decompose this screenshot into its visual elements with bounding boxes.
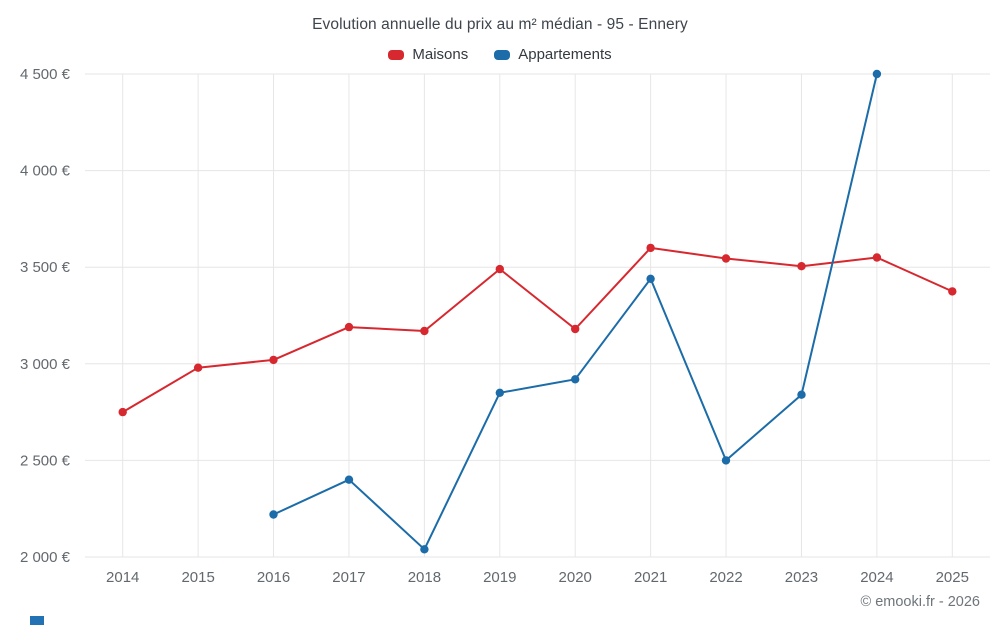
legend-label: Appartements: [518, 46, 612, 63]
data-point-maisons[interactable]: [193, 363, 203, 372]
x-tick-label: 2015: [181, 569, 214, 586]
legend-item-maisons[interactable]: Maisons: [388, 46, 468, 63]
data-point-appartements[interactable]: [571, 375, 580, 384]
data-point-maisons[interactable]: [269, 355, 278, 365]
legend-swatch: [494, 49, 511, 60]
data-point-appartements[interactable]: [872, 69, 882, 79]
series-line-maisons: [121, 246, 954, 414]
data-point-maisons[interactable]: [495, 264, 504, 274]
data-point-maisons[interactable]: [646, 243, 655, 253]
y-tick-label: 3 500 €: [20, 259, 71, 276]
data-point-maisons[interactable]: [118, 407, 127, 417]
legend-swatch: [388, 49, 405, 60]
data-point-maisons[interactable]: [721, 254, 731, 263]
y-tick-label: 4 000 €: [20, 163, 71, 180]
data-point-appartements[interactable]: [495, 388, 504, 397]
x-tick-label: 2025: [936, 569, 969, 586]
x-tick-label: 2014: [106, 569, 139, 586]
x-tick-label: 2022: [709, 569, 742, 586]
data-point-maisons[interactable]: [797, 262, 806, 271]
data-point-appartements[interactable]: [721, 456, 731, 465]
copyright-watermark: © emooki.fr - 2026: [860, 594, 980, 610]
chart-title: Evolution annuelle du prix au m² médian …: [312, 16, 688, 33]
legend-label: Maisons: [412, 46, 469, 63]
data-point-maisons[interactable]: [344, 322, 354, 332]
x-tick-label: 2018: [408, 569, 441, 586]
x-tick-label: 2024: [860, 569, 893, 586]
data-point-maisons[interactable]: [872, 253, 882, 262]
legend-item-appartements[interactable]: Appartements: [494, 46, 612, 63]
data-point-appartements[interactable]: [797, 390, 806, 399]
x-tick-label: 2019: [483, 569, 516, 586]
y-tick-label: 2 500 €: [20, 452, 71, 469]
legend: Maisons Appartements: [0, 46, 1000, 63]
data-point-maisons[interactable]: [948, 287, 957, 296]
x-tick-label: 2017: [332, 569, 365, 586]
data-point-appartements[interactable]: [269, 510, 278, 519]
logo-fragment: [30, 616, 44, 625]
data-point-appartements[interactable]: [344, 475, 354, 484]
data-point-appartements[interactable]: [646, 274, 655, 283]
data-point-maisons[interactable]: [420, 326, 429, 336]
data-point-appartements[interactable]: [420, 545, 429, 554]
logo-fragment-shape: [30, 616, 44, 625]
y-tick-label: 3 000 €: [20, 356, 71, 373]
x-tick-label: 2016: [257, 569, 290, 586]
x-tick-label: 2021: [634, 569, 667, 586]
data-point-maisons[interactable]: [571, 324, 580, 334]
x-tick-label: 2020: [559, 569, 592, 586]
y-tick-label: 4 500 €: [20, 66, 71, 83]
x-tick-label: 2023: [785, 569, 818, 586]
y-tick-label: 2 000 €: [20, 549, 71, 566]
